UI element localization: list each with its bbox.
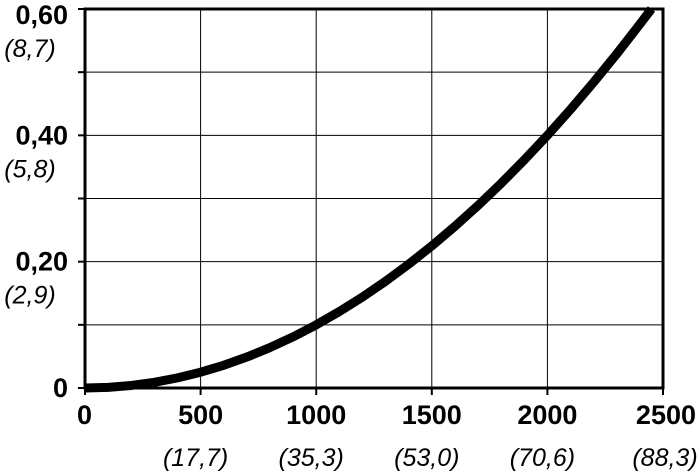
x-tick-label: 0 [77, 400, 92, 430]
x-tick-sublabel: (88,3) [632, 444, 697, 472]
x-tick-sublabel: (35,3) [279, 444, 344, 472]
x-tick-label: 1000 [286, 400, 346, 430]
x-tick-label: 2500 [636, 400, 696, 430]
tick-labels: 0 500 (17,7) 1000 (35,3) 1500 (53,0) 2000 (70,6)… [4, 0, 697, 472]
series-line [84, 6, 656, 393]
y-tick-label: 0 [53, 373, 68, 403]
y-tick-sublabel: (5,8) [4, 155, 55, 183]
plot-frame [83, 7, 665, 390]
y-tick-label: 0,40 [15, 120, 68, 150]
tick-marks [78, 8, 664, 395]
x-tick-label: 2000 [517, 400, 577, 430]
x-tick-label: 1500 [402, 400, 462, 430]
y-tick-sublabel: (8,7) [4, 35, 55, 63]
x-tick-sublabel: (17,7) [163, 444, 228, 472]
y-tick-sublabel: (2,9) [4, 282, 55, 310]
x-tick-label: 500 [178, 400, 223, 430]
x-tick-sublabel: (70,6) [510, 444, 575, 472]
series-layer [84, 6, 656, 393]
y-tick-label: 0,20 [15, 247, 68, 277]
grid [85, 9, 663, 388]
x-tick-sublabel: (53,0) [394, 444, 459, 472]
y-tick-label: 0,60 [15, 0, 68, 30]
